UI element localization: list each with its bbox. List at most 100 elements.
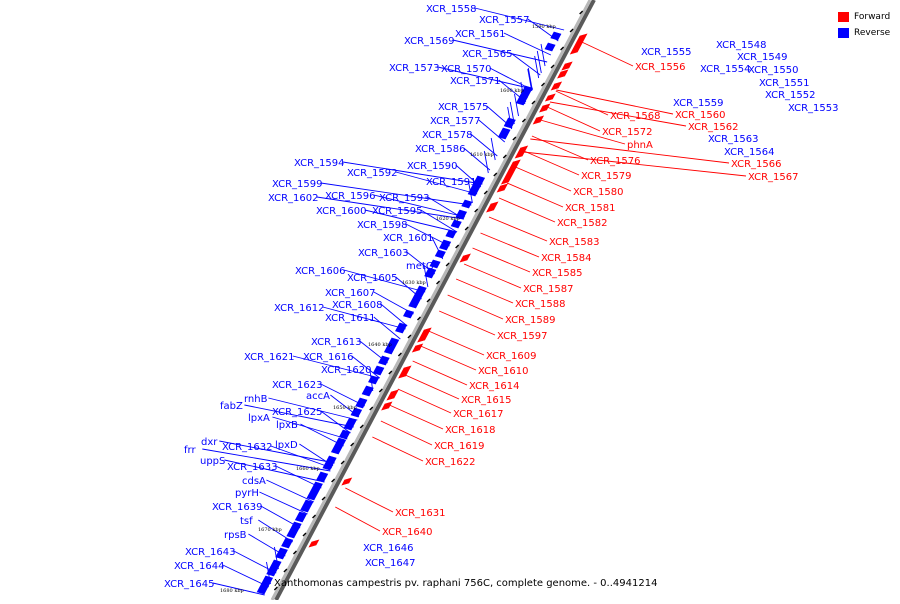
reverse-gene-label[interactable]: XCR_1571 <box>450 76 501 87</box>
reverse-gene-label[interactable]: XCR_1552 <box>765 90 816 101</box>
forward-gene-label[interactable]: XCR_1576 <box>590 156 641 167</box>
reverse-gene-label[interactable]: XCR_1602 <box>268 193 319 204</box>
reverse-gene-label[interactable]: lpxD <box>275 440 298 451</box>
reverse-gene-label[interactable]: XCR_1644 <box>174 561 225 572</box>
forward-gene-label[interactable]: XCR_1580 <box>573 187 624 198</box>
reverse-gene-label[interactable]: dxr <box>201 437 218 448</box>
forward-gene-label[interactable]: XCR_1579 <box>581 171 632 182</box>
forward-gene-label[interactable]: XCR_1568 <box>610 111 661 122</box>
reverse-gene-label[interactable]: XCR_1603 <box>358 248 409 259</box>
reverse-gene-label[interactable]: fabZ <box>220 401 243 412</box>
reverse-gene-label[interactable]: rpsB <box>224 530 247 541</box>
reverse-gene-label[interactable]: lpxA <box>248 413 270 424</box>
reverse-gene-label[interactable]: XCR_1612 <box>274 303 325 314</box>
forward-gene-label[interactable]: XCR_1597 <box>497 331 548 342</box>
reverse-gene-label[interactable]: XCR_1601 <box>383 233 434 244</box>
forward-gene[interactable] <box>496 183 509 193</box>
forward-gene-label[interactable]: XCR_1589 <box>505 315 556 326</box>
reverse-gene-label[interactable]: tsf <box>240 516 253 527</box>
reverse-gene-label[interactable]: XCR_1592 <box>347 168 398 179</box>
forward-gene-label[interactable]: XCR_1582 <box>557 218 608 229</box>
reverse-gene-label[interactable]: XCR_1632 <box>222 442 273 453</box>
reverse-gene[interactable] <box>322 455 337 471</box>
reverse-gene-label[interactable]: XCR_1594 <box>294 158 345 169</box>
forward-gene-label[interactable]: XCR_1609 <box>486 351 537 362</box>
forward-gene[interactable] <box>550 81 563 91</box>
reverse-gene-label[interactable]: metG <box>406 261 434 272</box>
reverse-gene-label[interactable]: XCR_1586 <box>415 144 466 155</box>
forward-gene[interactable] <box>381 401 393 411</box>
reverse-gene-label[interactable]: XCR_1558 <box>426 4 477 15</box>
reverse-gene-label[interactable]: pyrH <box>235 488 259 499</box>
forward-gene[interactable] <box>539 103 551 113</box>
reverse-gene[interactable] <box>294 511 308 523</box>
forward-gene[interactable] <box>557 69 569 79</box>
reverse-gene-label[interactable]: XCR_1608 <box>332 300 383 311</box>
forward-gene-label[interactable]: XCR_1572 <box>602 127 653 138</box>
reverse-gene-label[interactable]: XCR_1600 <box>316 206 367 217</box>
reverse-gene[interactable] <box>350 407 363 418</box>
reverse-gene-label[interactable]: cdsA <box>242 476 266 487</box>
reverse-gene-label[interactable]: XCR_1578 <box>422 130 473 141</box>
reverse-gene[interactable] <box>355 397 368 409</box>
forward-gene[interactable] <box>417 327 432 343</box>
reverse-gene-label[interactable]: uppS <box>200 456 225 467</box>
reverse-gene-label[interactable]: XCR_1577 <box>430 116 481 127</box>
reverse-gene-label[interactable]: XCR_1548 <box>716 40 767 51</box>
forward-gene[interactable] <box>486 201 499 213</box>
forward-gene-label[interactable]: XCR_1556 <box>635 62 686 73</box>
reverse-gene[interactable] <box>286 521 302 539</box>
reverse-gene[interactable] <box>300 499 314 513</box>
forward-gene[interactable] <box>308 539 320 548</box>
forward-gene-label[interactable]: XCR_1618 <box>445 425 496 436</box>
reverse-gene-label[interactable]: XCR_1549 <box>737 52 788 63</box>
reverse-gene-label[interactable]: XCR_1559 <box>673 98 724 109</box>
reverse-gene[interactable] <box>281 537 294 549</box>
reverse-gene-label[interactable]: XCR_1554 <box>700 64 751 75</box>
reverse-gene[interactable] <box>343 417 357 431</box>
reverse-gene-label[interactable]: XCR_1590 <box>407 161 458 172</box>
reverse-gene-label[interactable]: XCR_1555 <box>641 47 692 58</box>
reverse-gene[interactable] <box>450 219 462 229</box>
forward-gene[interactable] <box>569 33 588 55</box>
forward-gene[interactable] <box>561 61 573 71</box>
reverse-gene-label[interactable]: XCR_1620 <box>321 365 372 376</box>
reverse-gene-label[interactable]: XCR_1564 <box>724 147 775 158</box>
reverse-gene-label[interactable]: XCR_1607 <box>325 288 376 299</box>
forward-gene-label[interactable]: phnA <box>627 140 653 151</box>
forward-gene-label[interactable]: XCR_1585 <box>532 268 583 279</box>
forward-gene-label[interactable]: XCR_1560 <box>675 110 726 121</box>
reverse-gene-label[interactable]: XCR_1595 <box>372 206 423 217</box>
reverse-gene-label[interactable]: XCR_1551 <box>759 78 810 89</box>
reverse-gene-label[interactable]: XCR_1611 <box>325 313 376 324</box>
reverse-gene-label[interactable]: frr <box>184 445 196 456</box>
forward-gene-label[interactable]: XCR_1567 <box>748 172 799 183</box>
forward-gene-label[interactable]: XCR_1617 <box>453 409 504 420</box>
reverse-gene-label[interactable]: XCR_1575 <box>438 102 489 113</box>
forward-gene-label[interactable]: XCR_1562 <box>688 122 739 133</box>
forward-gene-label[interactable]: XCR_1640 <box>382 527 433 538</box>
forward-gene-label[interactable]: XCR_1587 <box>523 284 574 295</box>
forward-gene-label[interactable]: XCR_1583 <box>549 237 600 248</box>
forward-gene-label[interactable]: XCR_1631 <box>395 508 446 519</box>
reverse-gene-label[interactable]: XCR_1557 <box>479 15 530 26</box>
reverse-gene[interactable] <box>515 94 529 106</box>
reverse-gene[interactable] <box>424 267 437 279</box>
reverse-gene-label[interactable]: XCR_1646 <box>363 543 414 554</box>
legend-forward[interactable]: Forward <box>838 9 890 25</box>
reverse-gene-label[interactable]: XCR_1550 <box>748 65 799 76</box>
reverse-gene[interactable] <box>439 239 452 251</box>
reverse-gene-label[interactable]: XCR_1613 <box>311 337 362 348</box>
reverse-gene[interactable] <box>383 337 400 355</box>
forward-gene-label[interactable]: XCR_1588 <box>515 299 566 310</box>
reverse-gene-label[interactable]: XCR_1623 <box>272 380 323 391</box>
reverse-gene[interactable] <box>403 309 415 319</box>
reverse-gene-label[interactable]: XCR_1606 <box>295 266 346 277</box>
reverse-gene-label[interactable]: XCR_1647 <box>365 558 416 569</box>
forward-gene[interactable] <box>398 365 412 379</box>
reverse-gene-label[interactable]: XCR_1573 <box>389 63 440 74</box>
reverse-gene-label[interactable]: accA <box>306 391 330 402</box>
forward-gene[interactable] <box>544 93 556 102</box>
reverse-gene[interactable] <box>550 31 562 41</box>
reverse-gene[interactable] <box>497 127 511 140</box>
